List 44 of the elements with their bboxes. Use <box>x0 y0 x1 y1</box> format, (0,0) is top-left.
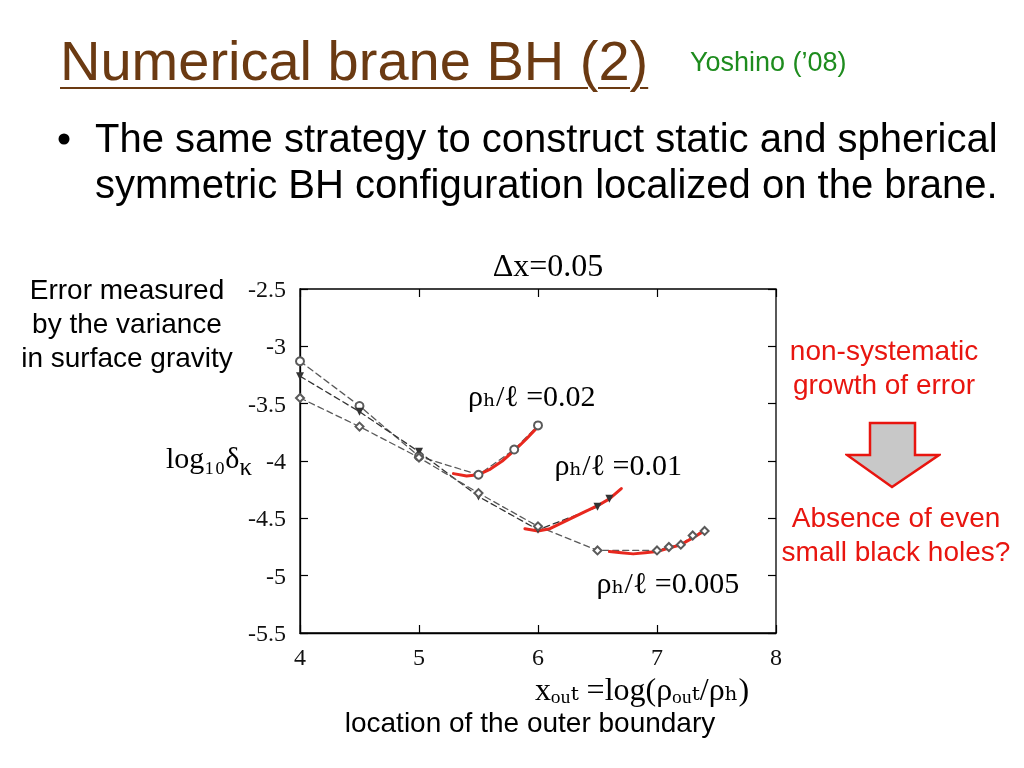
text: Yoshino (’08) <box>690 47 847 79</box>
chart-subtitle: Δx=0.05 <box>492 247 604 284</box>
series-label: ρₕ/ℓ =0.02 <box>468 379 596 414</box>
point <box>473 469 484 480</box>
chart-title: Numerical brane BH (2) <box>60 29 649 94</box>
x-tick-label: 5 <box>413 644 425 670</box>
line-series <box>523 487 623 533</box>
y-tick-label: -5 <box>266 562 286 589</box>
x-axis-title: xₒᵤₜ =log(ρₒᵤₜ/ρₕ) <box>535 671 750 708</box>
x-tick-label: 7 <box>651 644 663 670</box>
point <box>296 372 304 381</box>
point <box>699 525 710 536</box>
point <box>354 421 365 432</box>
text: non-systematic growth of error <box>789 334 979 402</box>
y-tick-label: -3.5 <box>248 390 286 417</box>
x-tick-label: 4 <box>294 644 306 670</box>
point <box>675 539 686 550</box>
point <box>533 420 543 431</box>
text: Absence of even small black holes? <box>781 501 1011 569</box>
text: Error measured by the variance in surface gravity <box>21 273 233 375</box>
point <box>605 494 614 503</box>
y-tick-label: -4 <box>266 448 286 474</box>
x-tick-label: 6 <box>532 644 544 670</box>
point <box>295 392 305 403</box>
text: location of the outer boundary <box>344 707 716 740</box>
point <box>663 542 674 552</box>
point <box>687 530 698 541</box>
y-axis-title: log₁₀δ$_{κ}$ <box>166 440 252 482</box>
point <box>509 444 520 455</box>
y-tick-label: -4.5 <box>248 505 286 532</box>
point <box>473 488 484 499</box>
point <box>355 407 364 416</box>
series-label: ρₕ/ℓ =0.01 <box>554 447 682 483</box>
y-tick-label: -5.5 <box>248 620 286 646</box>
point <box>295 356 305 367</box>
point <box>592 545 603 556</box>
point <box>652 545 662 556</box>
y-tick-label: -2.5 <box>248 276 286 302</box>
point <box>593 502 602 511</box>
point <box>533 521 543 532</box>
y-tick-label: -3 <box>266 333 286 360</box>
text: The same strategy to construct static and spherical symmetric BH configuration localized on the brane. <box>95 115 998 207</box>
x-tick-label: 8 <box>770 644 782 670</box>
series-label: ρₕ/ℓ =0.005 <box>596 565 740 601</box>
